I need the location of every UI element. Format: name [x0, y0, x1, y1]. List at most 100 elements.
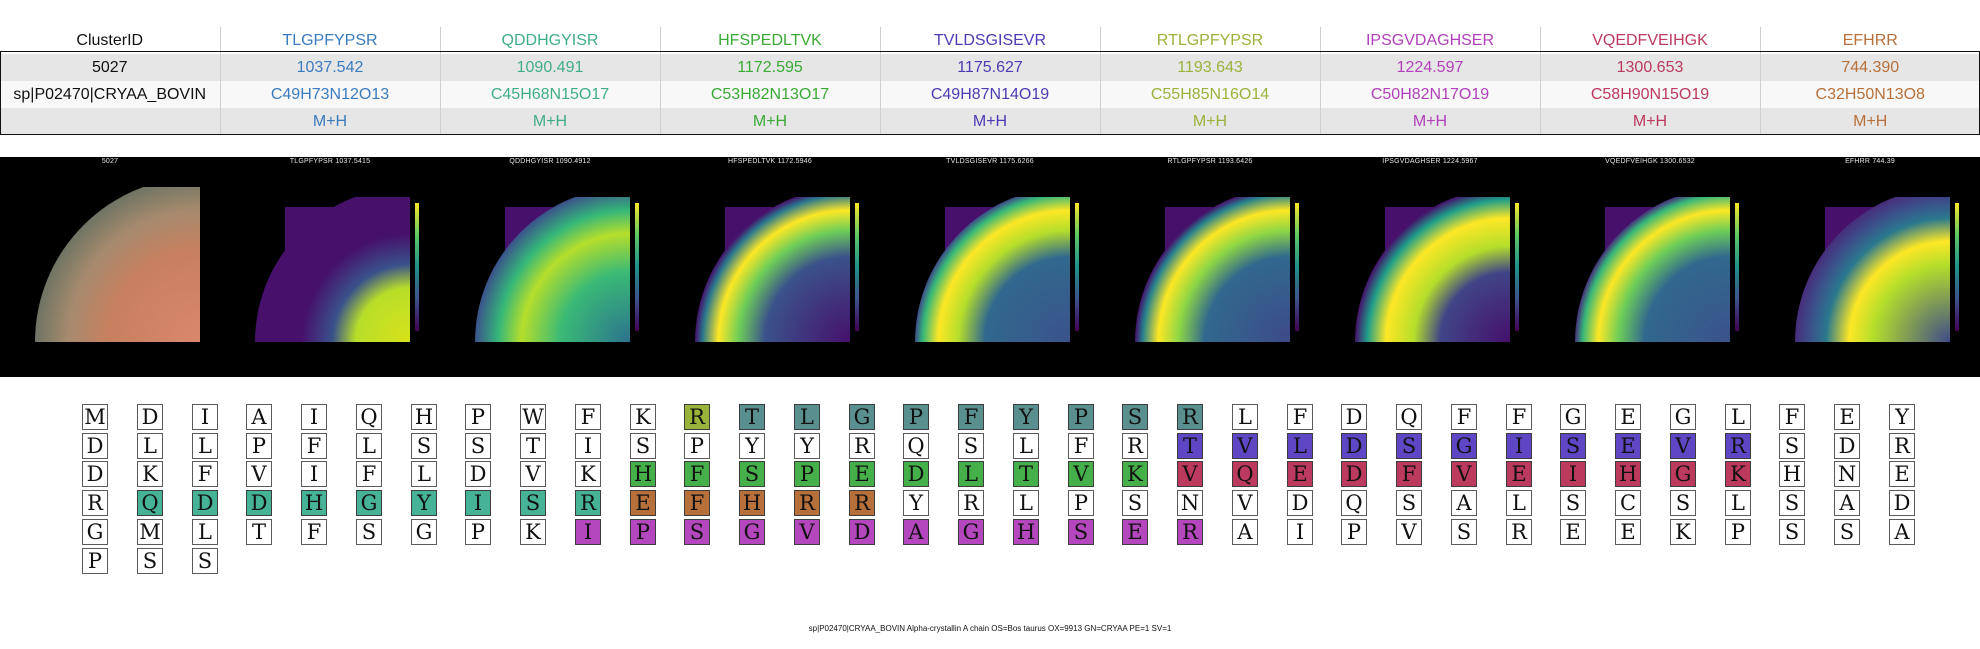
cell-adduct: M+H [1319, 108, 1540, 135]
ion-image-panel: EFHRR 744.39 [1760, 157, 1980, 377]
residue-cell-covered: Q [137, 490, 163, 516]
cell-formula: C45H68N15O17 [439, 81, 660, 108]
residue-cell: S [1779, 433, 1805, 459]
cell-mass: 1090.491 [439, 54, 660, 81]
residue-cell: L [1725, 404, 1751, 430]
residue-cell: K [520, 519, 546, 545]
residue-cell-covered: F [684, 490, 710, 516]
residue-cell-covered: I [465, 490, 491, 516]
residue-cell: C [1615, 490, 1641, 516]
residue-cell-covered: H [1013, 519, 1039, 545]
table-header-row: ClusterID TLGPFYPSR QDDHGYISR HFSPEDLTVK… [0, 27, 1980, 54]
residue-cell: D [137, 404, 163, 430]
residue-cell: H [411, 404, 437, 430]
residue-cell-covered: P [630, 519, 656, 545]
residue-cell: S [1122, 490, 1148, 516]
colorbar [1295, 203, 1299, 331]
colorbar [1735, 203, 1739, 331]
residue-cell: P [246, 433, 272, 459]
ion-image [475, 197, 639, 342]
residue-cell: I [192, 404, 218, 430]
composite-image-panel: 5027 [0, 157, 220, 377]
header-peptide: TVLDSGISEVR [879, 27, 1100, 54]
residue-cell-covered: I [575, 519, 601, 545]
residue-cell: P [465, 519, 491, 545]
residue-cell: R [82, 490, 108, 516]
residue-cell-covered: R [849, 490, 875, 516]
residue-cell-covered: Y [1013, 404, 1039, 430]
residue-cell: R [1122, 433, 1148, 459]
residue-cell: I [575, 433, 601, 459]
ion-image [915, 197, 1079, 342]
residue-cell: S [1451, 519, 1477, 545]
residue-cell-covered: L [794, 404, 820, 430]
residue-cell: E [1560, 519, 1586, 545]
residue-cell: P [1068, 490, 1094, 516]
residue-cell: F [1068, 433, 1094, 459]
cell-mass: 744.390 [1759, 54, 1980, 81]
panel-title: EFHRR 744.39 [1845, 158, 1895, 165]
residue-cell: D [1287, 490, 1313, 516]
residue-cell: S [411, 433, 437, 459]
cell-adduct: M+H [659, 108, 880, 135]
residue-cell-covered: L [958, 461, 984, 487]
residue-cell: G [1670, 404, 1696, 430]
residue-cell: L [192, 433, 218, 459]
panel-title: TLGPFYPSR 1037.5415 [289, 158, 371, 165]
residue-cell: L [356, 433, 382, 459]
residue-cell: V [1232, 490, 1258, 516]
residue-cell-covered: R [575, 490, 601, 516]
residue-cell: D [82, 433, 108, 459]
cell-mass: 1300.653 [1539, 54, 1760, 81]
residue-cell: F [1779, 404, 1805, 430]
residue-cell-covered: K [1122, 461, 1148, 487]
colorbar [1075, 203, 1079, 331]
cell-mass: 1224.597 [1319, 54, 1540, 81]
cell-adduct: M+H [1539, 108, 1760, 135]
ion-image-panel: TLGPFYPSR 1037.5415 [220, 157, 440, 377]
residue-cell: Q [1341, 490, 1367, 516]
residue-cell: P [1725, 519, 1751, 545]
table-row-mass: 5027 1037.542 1090.491 1172.595 1175.627… [0, 54, 1980, 81]
residue-cell-covered: K [1725, 461, 1751, 487]
ion-intensity-map [1575, 197, 1730, 342]
residue-cell-covered: R [1725, 433, 1751, 459]
residue-cell: N [1834, 461, 1860, 487]
residue-cell: L [192, 519, 218, 545]
residue-cell-covered: E [849, 461, 875, 487]
residue-cell: L [411, 461, 437, 487]
ion-intensity-map [255, 197, 410, 342]
residue-cell-covered: Q [1232, 461, 1258, 487]
colorbar [415, 203, 419, 331]
ion-intensity-map [1795, 197, 1950, 342]
panel-title: HFSPEDLTVK 1172.5946 [728, 158, 812, 165]
residue-cell: Y [903, 490, 929, 516]
cell-protein-id: sp|P02470|CRYAA_BOVIN [0, 81, 220, 108]
residue-cell: Y [739, 433, 765, 459]
cell-mass: 1172.595 [659, 54, 880, 81]
residue-cell-covered: D [1341, 433, 1367, 459]
residue-cell-covered: E [1122, 519, 1148, 545]
residue-cell-covered: T [1177, 433, 1203, 459]
residue-cell-covered: H [630, 461, 656, 487]
residue-cell: F [1506, 404, 1532, 430]
residue-cell: Q [356, 404, 382, 430]
residue-cell: S [1560, 490, 1586, 516]
residue-cell-covered: F [1396, 461, 1422, 487]
residue-cell-covered: S [1396, 433, 1422, 459]
residue-cell: P [82, 548, 108, 574]
residue-cell: K [1670, 519, 1696, 545]
residue-cell-covered: E [630, 490, 656, 516]
residue-cell: R [958, 490, 984, 516]
cell-formula: C49H73N12O13 [219, 81, 440, 108]
cell-formula: C58H90N15O19 [1539, 81, 1760, 108]
table-row-adduct: M+H M+H M+H M+H M+H M+H M+H M+H [0, 108, 1980, 135]
residue-cell-covered: V [1670, 433, 1696, 459]
residue-cell-covered: G [1670, 461, 1696, 487]
residue-cell: L [1013, 490, 1039, 516]
header-peptide: TLGPFYPSR [219, 27, 440, 54]
panel-title: QDDHGYISR 1090.4912 [509, 158, 591, 165]
residue-cell: S [137, 548, 163, 574]
residue-cell-covered: D [192, 490, 218, 516]
residue-cell: F [575, 404, 601, 430]
